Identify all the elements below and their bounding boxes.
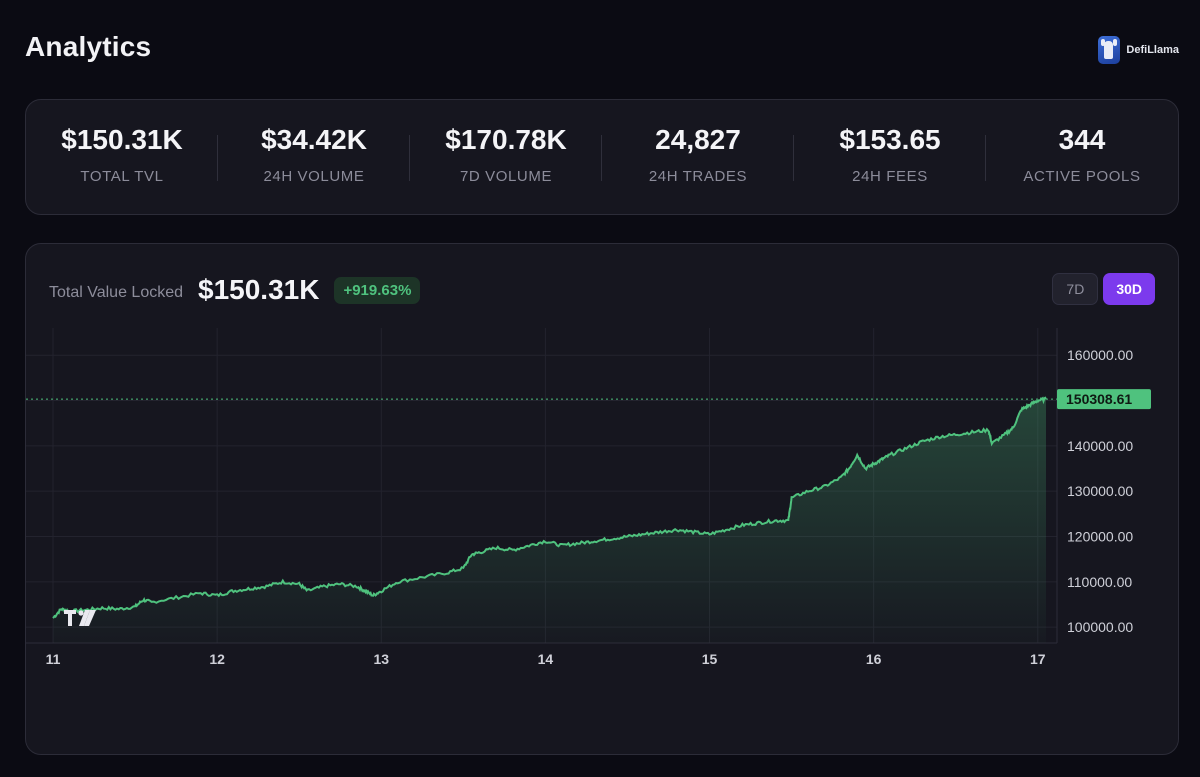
stat-total-tvl: $150.31K TOTAL TVL	[26, 100, 218, 214]
tvl-chart[interactable]: 160000.00150000.00140000.00130000.001200…	[26, 244, 1179, 755]
y-tick-label: 130000.00	[1067, 483, 1133, 499]
x-tick-label: 16	[866, 651, 882, 667]
brand-logo[interactable]: DefiLlama	[1098, 36, 1179, 64]
x-tick-label: 13	[373, 651, 389, 667]
llama-logo-icon	[1098, 36, 1121, 64]
x-tick-label: 17	[1030, 651, 1046, 667]
x-tick-label: 12	[209, 651, 225, 667]
stat-label: 24H TRADES	[648, 167, 748, 185]
stat-label: 24H FEES	[852, 167, 928, 185]
stat-value: $34.42K	[261, 123, 367, 155]
stat-24h-trades: 24,827 24H TRADES	[602, 100, 794, 214]
stat-24h-volume: $34.42K 24H VOLUME	[218, 100, 410, 214]
range-7d-button[interactable]: 7D	[1052, 273, 1099, 305]
tvl-label: Total Value Locked	[49, 284, 184, 301]
tvl-value: $150.31K	[198, 274, 320, 305]
y-tick-label: 110000.00	[1067, 574, 1132, 590]
tradingview-logo-icon[interactable]	[64, 610, 96, 626]
last-value-label: 150308.61	[1057, 389, 1151, 410]
y-tick-label: 100000.00	[1067, 619, 1133, 635]
last-value-label-text: 150308.61	[1066, 391, 1132, 407]
x-tick-label: 11	[46, 651, 61, 667]
stat-value: 24,827	[655, 123, 741, 155]
stats-card: $150.31K TOTAL TVL $34.42K 24H VOLUME $1…	[25, 99, 1179, 215]
x-tick-label: 14	[538, 651, 554, 667]
range-toggle: 7D 30D	[1052, 273, 1155, 305]
y-tick-label: 140000.00	[1067, 438, 1133, 454]
tvl-area	[53, 397, 1046, 643]
brand-name: DefiLlama	[1126, 44, 1179, 56]
stat-value: $170.78K	[445, 123, 567, 155]
stat-label: 7D VOLUME	[459, 167, 553, 185]
stat-value: 344	[1058, 123, 1106, 155]
stat-active-pools: 344 ACTIVE POOLS	[986, 100, 1178, 214]
last-value-label-bg	[1057, 389, 1151, 410]
stat-value: $153.65	[839, 123, 941, 155]
stat-label: TOTAL TVL	[80, 167, 164, 185]
stat-24h-fees: $153.65 24H FEES	[794, 100, 986, 214]
y-tick-label: 160000.00	[1067, 347, 1133, 363]
page-title: Analytics	[25, 31, 152, 62]
tvl-line	[52, 396, 1047, 619]
stat-label: 24H VOLUME	[263, 167, 365, 185]
x-tick-label: 15	[702, 651, 718, 667]
stat-7d-volume: $170.78K 7D VOLUME	[410, 100, 602, 214]
tvl-change-badge: +919.63%	[334, 276, 421, 304]
y-tick-label: 120000.00	[1067, 528, 1133, 544]
stat-value: $150.31K	[61, 123, 183, 155]
chart-header: Total Value Locked $150.31K +919.63%	[49, 274, 421, 306]
tvl-chart-card: Total Value Locked $150.31K +919.63% 7D …	[25, 243, 1179, 755]
range-30d-button[interactable]: 30D	[1103, 273, 1155, 305]
x-axis: 11 12 13 14 15 16 17	[46, 651, 1046, 667]
stat-label: ACTIVE POOLS	[1023, 167, 1141, 185]
